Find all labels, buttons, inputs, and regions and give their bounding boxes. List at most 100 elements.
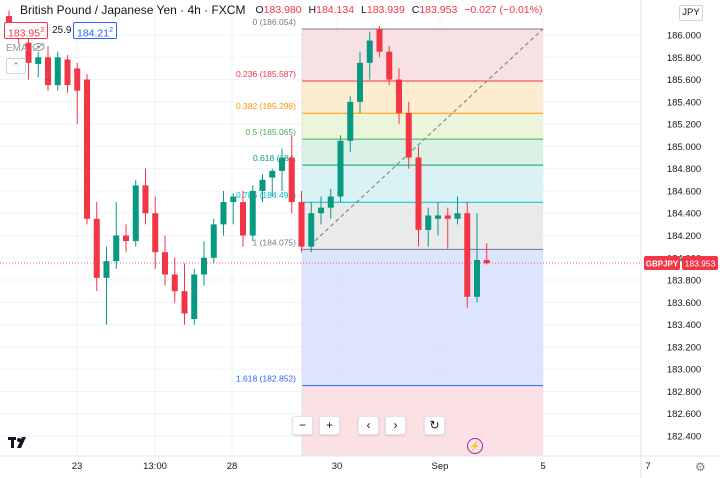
- price-tick-label: 186.000: [667, 31, 701, 42]
- candle-body: [54, 57, 61, 86]
- sell-button[interactable]: 183.953: [4, 22, 49, 40]
- candle: [396, 68, 402, 125]
- price-tick-label: 184.600: [667, 186, 701, 197]
- candle-body: [318, 207, 324, 214]
- price-tick-label: 184.200: [667, 231, 701, 242]
- currency-selector[interactable]: JPY: [679, 5, 703, 21]
- candle: [415, 146, 422, 247]
- candle: [474, 213, 480, 303]
- candle-body: [201, 257, 207, 275]
- candle: [298, 190, 305, 253]
- candle-body: [113, 235, 120, 262]
- eye-hidden-icon[interactable]: [32, 42, 45, 55]
- candle: [386, 46, 393, 86]
- time-tick-label: 7: [645, 461, 650, 472]
- candle-body: [425, 215, 432, 230]
- candle-body: [35, 57, 42, 64]
- candle-body: [279, 157, 285, 171]
- candle: [74, 62, 81, 125]
- candle-body: [152, 213, 159, 253]
- candle-body: [84, 79, 90, 219]
- price-tick-label: 184.800: [667, 164, 701, 175]
- fib-zone: [302, 113, 543, 140]
- buy-button[interactable]: 184.212: [73, 22, 118, 40]
- candle-body: [171, 274, 178, 292]
- collapse-legend-button[interactable]: ⌃: [6, 58, 26, 74]
- fib-levels: 0 (186.054) 0.236 (185.587) 0.382 (185.298…: [236, 17, 544, 456]
- candle: [45, 46, 51, 91]
- candle: [191, 268, 198, 325]
- fib-level-label: 1 (184.075): [253, 237, 297, 247]
- fib-level-label: 0.618 (184.: [253, 153, 296, 163]
- fib-zone: [302, 28, 543, 82]
- candle-body: [103, 261, 110, 278]
- candle-body: [230, 196, 237, 203]
- chart-header: British Pound / Japanese Yen · 4h · FXCM…: [0, 0, 546, 20]
- candle: [376, 26, 383, 58]
- candle: [454, 196, 461, 225]
- candle: [366, 31, 373, 80]
- candle: [318, 196, 324, 225]
- candle-body: [210, 224, 217, 258]
- time-tick-label: 23: [72, 461, 83, 472]
- candle-body: [191, 274, 198, 320]
- current-price-tag: [682, 256, 718, 271]
- candle-body: [415, 157, 422, 230]
- candle-body: [93, 218, 100, 278]
- scroll-right-button[interactable]: ›: [385, 416, 406, 435]
- candle-body: [249, 190, 256, 236]
- candle: [279, 148, 285, 191]
- candle-body: [269, 170, 276, 178]
- zoom-out-button[interactable]: −: [292, 416, 313, 435]
- price-tick-label: 182.400: [667, 432, 701, 443]
- price-tick-label: 185.800: [667, 53, 701, 64]
- price-tick-label: 185.400: [667, 97, 701, 108]
- price-tick-label: 184.400: [667, 209, 701, 220]
- candle: [249, 185, 256, 242]
- reset-chart-button[interactable]: ↻: [424, 416, 445, 435]
- candle-body: [483, 260, 490, 264]
- candle: [132, 179, 139, 247]
- candle-body: [474, 260, 480, 297]
- tradingview-logo[interactable]: [8, 434, 30, 454]
- symbol-title[interactable]: British Pound / Japanese Yen · 4h · FXCM: [20, 3, 246, 17]
- candle-body: [74, 68, 81, 91]
- fib-level-label: 0 (186.054): [253, 17, 297, 27]
- candle: [162, 235, 168, 286]
- candle-body: [366, 40, 373, 63]
- chart-navigation-toolbar: − + ‹ › ↻: [292, 416, 445, 435]
- candle: [93, 202, 100, 292]
- candle-body: [64, 59, 71, 86]
- candle-body: [396, 79, 402, 113]
- candle-body: [45, 57, 51, 86]
- fib-zone: [302, 385, 543, 456]
- indicator-legend[interactable]: EMA: [6, 42, 45, 55]
- candle: [357, 51, 363, 113]
- candle: [337, 135, 344, 203]
- candle: [181, 263, 188, 325]
- candle-body: [220, 202, 227, 225]
- fib-zone: [302, 202, 543, 250]
- price-tick-label: 185.600: [667, 75, 701, 86]
- candle-body: [123, 235, 129, 242]
- current-price-label: 183.953: [685, 259, 716, 269]
- candle-body: [25, 42, 32, 63]
- candle-body: [288, 157, 295, 203]
- candle-body: [240, 202, 246, 236]
- candle-body: [308, 213, 315, 247]
- flash-icon[interactable]: ⚡: [467, 438, 483, 454]
- gear-icon[interactable]: ⚙: [695, 460, 706, 474]
- candle-body: [454, 213, 461, 219]
- candle: [54, 51, 61, 91]
- candle: [64, 55, 71, 93]
- spread-value: 25.9: [52, 25, 72, 36]
- indicator-name: EMA: [6, 43, 28, 54]
- candle: [425, 207, 432, 247]
- zoom-in-button[interactable]: +: [319, 416, 340, 435]
- time-tick-label: 28: [227, 461, 238, 472]
- price-tick-label: 182.800: [667, 387, 701, 398]
- fib-level-label: 0.236 (185.587): [236, 69, 296, 79]
- scroll-left-button[interactable]: ‹: [358, 416, 379, 435]
